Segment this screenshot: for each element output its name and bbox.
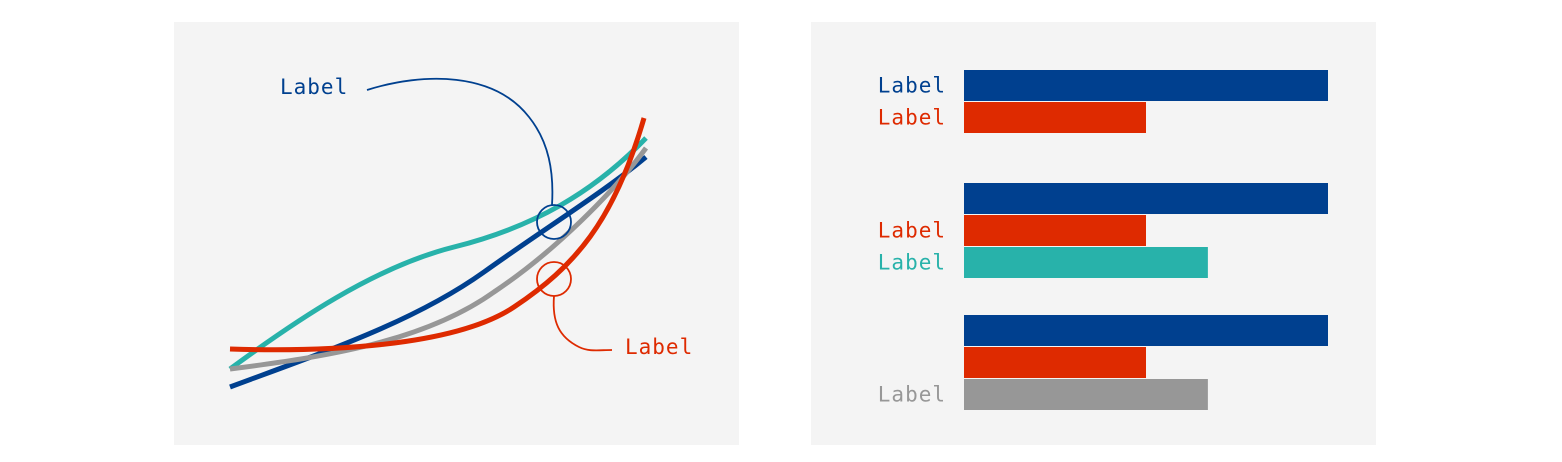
- line-series-red: [229, 117, 647, 353]
- bar-chart-panel: Label Label Label Label Label: [811, 22, 1376, 445]
- bar-chart-svg: Label Label Label Label Label: [878, 70, 1328, 410]
- line-chart-panel: Label Label: [174, 22, 739, 445]
- bar-label-red: Label: [878, 106, 946, 130]
- line-series-gray: [229, 146, 649, 372]
- annotation-label-red: Label: [625, 335, 693, 359]
- bar-teal-group-2: [964, 247, 1208, 278]
- bar-blue-group-2: [964, 183, 1328, 214]
- bar-red-group-3: [964, 347, 1146, 378]
- line-chart-svg: Label Label: [228, 75, 693, 390]
- bar-red-group-2: [964, 215, 1146, 246]
- bar-label-blue: Label: [878, 74, 946, 98]
- line-series-teal: [228, 136, 648, 372]
- annotation-label-blue: Label: [280, 75, 348, 99]
- annotation-circle-blue: [536, 204, 572, 240]
- bar-label-teal: Label: [878, 251, 946, 275]
- annotation-leader-blue: [366, 77, 554, 206]
- bar-blue-group-3: [964, 315, 1328, 346]
- bar-gray-group-3: [964, 379, 1208, 410]
- annotation-leader-red: [552, 295, 613, 352]
- bar-label-red: Label: [878, 219, 946, 243]
- bar-blue-group-1: [964, 70, 1328, 101]
- bar-red-group-1: [964, 102, 1146, 133]
- bar-label-gray: Label: [878, 383, 946, 407]
